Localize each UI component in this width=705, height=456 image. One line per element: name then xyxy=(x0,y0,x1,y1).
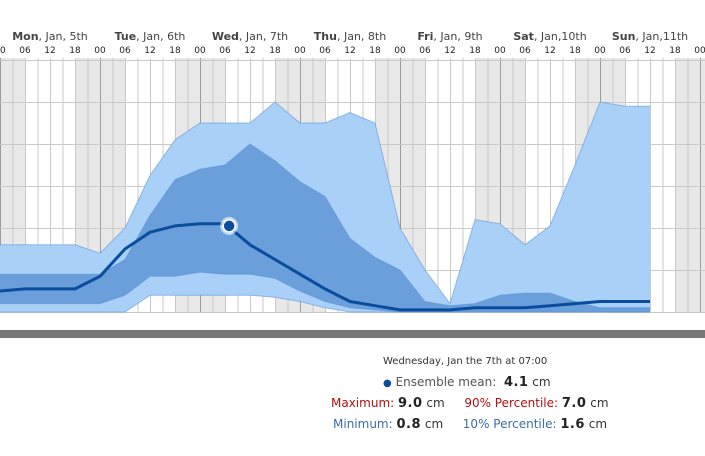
hour-tick-label: 06 xyxy=(319,46,331,56)
hour-tick-label: 06 xyxy=(619,46,631,56)
band-p10-p90 xyxy=(0,144,650,312)
hour-tick-label: 18 xyxy=(669,46,681,56)
hour-tick-label: 00 xyxy=(194,46,206,56)
info-title: Wednesday, Jan the 7th at 07:00 xyxy=(383,356,548,367)
day-label: Sun, Jan,11th xyxy=(612,30,688,43)
hour-tick-label: 06 xyxy=(119,46,131,56)
hour-tick-label: 06 xyxy=(219,46,231,56)
p90-unit: cm xyxy=(590,396,609,410)
series-edge-maximum xyxy=(0,101,650,305)
day-label: Mon, Jan, 5th xyxy=(12,30,88,43)
hour-tick-label: 00 xyxy=(494,46,506,56)
max-unit: cm xyxy=(426,396,445,410)
p10-label: 10% Percentile: xyxy=(462,417,557,431)
hour-tick-label: 12 xyxy=(244,46,255,56)
day-label: Wed, Jan, 7th xyxy=(212,30,288,43)
series-edge-minimum xyxy=(0,294,650,313)
hour-tick-label: 12 xyxy=(144,46,155,56)
hour-tick-label: 06 xyxy=(19,46,31,56)
hour-tick-label: 18 xyxy=(369,46,381,56)
day-label: Fri, Jan, 9th xyxy=(417,30,482,43)
axis-labels: Mon, Jan, 5th Tue, Jan, 6th Wed, Jan, 7th T… xyxy=(0,30,705,56)
hour-tick-label: 12 xyxy=(544,46,555,56)
highlight-point[interactable] xyxy=(222,219,236,233)
highlight-marker xyxy=(220,216,239,235)
max-row: Maximum: 9.0 cm 90% Percentile: 7.0 cm xyxy=(331,396,609,411)
hour-tick-label: 12 xyxy=(644,46,655,56)
max-label: Maximum: xyxy=(331,396,395,410)
mean-line xyxy=(0,222,650,312)
mean-unit: cm xyxy=(532,375,551,389)
hour-tick-label: 06 xyxy=(419,46,431,56)
hour-tick-label: 00 xyxy=(294,46,306,56)
p90-value: 7.0 xyxy=(561,396,587,411)
series-bands xyxy=(0,101,650,313)
hour-tick-label: 06 xyxy=(519,46,531,56)
mean-row: ● Ensemble mean: 4.1 cm xyxy=(383,375,551,390)
hour-tick-label: 00 xyxy=(0,46,6,56)
range-scrollbar[interactable] xyxy=(0,330,705,338)
hour-tick-label: 00 xyxy=(694,46,705,56)
p10-value: 1.6 xyxy=(560,417,585,432)
p10-unit: cm xyxy=(588,417,608,431)
hour-tick-label: 18 xyxy=(469,46,481,56)
min-value: 0.8 xyxy=(396,417,422,432)
hour-tick-label: 18 xyxy=(269,46,281,56)
day-label: Thu, Jan, 8th xyxy=(314,30,386,43)
hour-tick-label: 12 xyxy=(444,46,455,56)
min-label: Minimum: xyxy=(333,417,393,431)
day-label: Tue, Jan, 6th xyxy=(115,30,186,43)
min-row: Minimum: 0.8 cm 10% Percentile: 1.6 cm xyxy=(333,417,607,432)
mean-label: Ensemble mean: xyxy=(395,375,497,389)
hour-tick-label: 00 xyxy=(394,46,406,56)
hour-tick-label: 18 xyxy=(169,46,181,56)
hour-tick-label: 00 xyxy=(94,46,106,56)
hour-tick-label: 12 xyxy=(344,46,355,56)
p90-label: 90% Percentile: xyxy=(464,396,559,410)
mean-dot-icon: ● xyxy=(383,378,392,389)
min-unit: cm xyxy=(424,417,444,431)
max-value: 9.0 xyxy=(398,396,423,411)
ensemble-chart: Mon, Jan, 5th Tue, Jan, 6th Wed, Jan, 7th T… xyxy=(0,30,705,313)
hour-tick-label: 18 xyxy=(569,46,581,56)
hour-tick-label: 18 xyxy=(69,46,81,56)
day-label: Sat, Jan,10th xyxy=(513,30,586,43)
hour-tick-label: 12 xyxy=(44,46,55,56)
mean-value: 4.1 xyxy=(503,375,529,390)
hour-tick-label: 00 xyxy=(594,46,606,56)
